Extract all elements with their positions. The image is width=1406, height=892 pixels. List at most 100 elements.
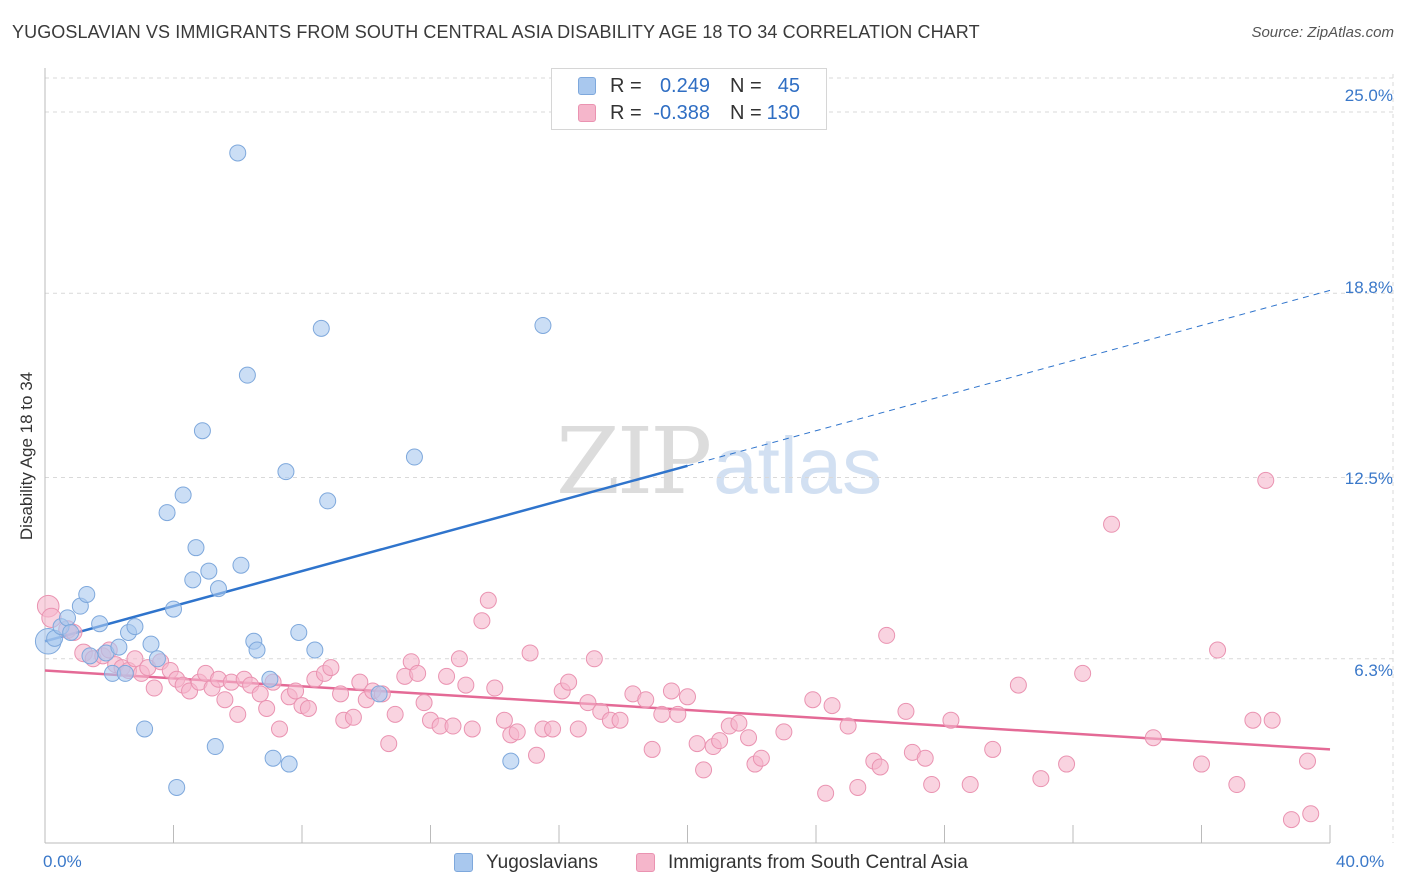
immigrant-trend-line [44, 669, 1331, 751]
legend-swatch-pink [636, 853, 655, 872]
immigrant-point [299, 699, 317, 717]
yugoslavian-point [110, 638, 128, 656]
yugoslavian-point [126, 618, 144, 636]
immigrant-point [444, 717, 462, 735]
immigrant-point [332, 685, 350, 703]
axes [44, 68, 1331, 844]
y-tick-label-25: 25.0% [1344, 86, 1393, 105]
immigrant-point [463, 720, 481, 738]
yugoslavian-point [405, 448, 423, 466]
immigrant-point [322, 659, 340, 677]
yugoslavian-point [116, 664, 134, 682]
stats-row-yugoslavians: R = 0.249 N = 45 [552, 73, 828, 100]
immigrant-point [752, 749, 770, 767]
immigrant-point [528, 746, 546, 764]
immigrant-point [643, 740, 661, 758]
immigrant-point [351, 673, 369, 691]
immigrant-point [450, 650, 468, 668]
immigrant-point [287, 682, 305, 700]
yugoslavian-point [277, 463, 295, 481]
data-points [34, 144, 1320, 829]
legend-label: Yugoslavians [486, 852, 598, 873]
immigrant-point [1302, 805, 1320, 823]
yugoslavian-point [184, 571, 202, 589]
immigrant-point [457, 676, 475, 694]
immigrant-point [695, 761, 713, 779]
yugoslavian-point [165, 600, 182, 618]
immigrant-point [1244, 711, 1262, 729]
immigrant-point [409, 664, 427, 682]
n-label: N = [730, 102, 762, 124]
immigrant-point [984, 740, 1002, 758]
immigrant-point [871, 758, 889, 776]
yugoslavian-point [58, 609, 76, 627]
immigrant-point [544, 720, 562, 738]
immigrant-point [1058, 755, 1076, 773]
immigrant-point [579, 694, 597, 712]
immigrant-point [415, 694, 433, 712]
yugoslavian-point [264, 749, 282, 767]
y-tick-label-12-5: 12.5% [1344, 469, 1393, 488]
yugoslavian-point [248, 641, 266, 659]
y-axis-label: Disability Age 18 to 34 [17, 371, 36, 541]
immigrant-point [653, 705, 671, 723]
immigrant-point [839, 717, 857, 735]
legend-swatch-blue [454, 853, 473, 872]
immigrant-point [1263, 711, 1281, 729]
r-value: -0.388 [653, 102, 710, 124]
immigrant-point [611, 711, 629, 729]
immigrant-point [1103, 515, 1121, 533]
immigrant-point [1193, 755, 1210, 773]
immigrant-point [145, 679, 163, 697]
stats-row-immigrants: R = -0.388 N = 130 [552, 100, 828, 127]
immigrant-point [486, 679, 504, 697]
immigrant-point [344, 708, 362, 726]
immigrant-point [730, 714, 748, 732]
immigrant-point [711, 732, 729, 750]
yugoslavian-point [312, 319, 330, 337]
yugoslavian-point [136, 720, 154, 738]
immigrant-point [386, 705, 404, 723]
immigrant-point [817, 784, 835, 802]
n-value: 130 [766, 102, 800, 124]
immigrant-point [637, 691, 655, 709]
yugoslavian-point [280, 755, 298, 773]
legend-label: Immigrants from South Central Asia [668, 852, 968, 873]
yugoslavian-point [206, 738, 224, 756]
yugoslavian-point [158, 504, 176, 522]
immigrant-point [823, 697, 841, 715]
yugoslavian-point [81, 647, 99, 665]
immigrant-point [942, 711, 960, 729]
immigrant-point [897, 702, 915, 720]
immigrant-point [1299, 752, 1317, 770]
yugoslavian-point [306, 641, 324, 659]
immigrant-point [495, 711, 513, 729]
yugoslavian-point [168, 778, 186, 796]
immigrant-point [521, 644, 539, 662]
r-label: R = [610, 102, 642, 124]
yugoslavian-point [370, 685, 388, 703]
yugoslavian-point [319, 492, 337, 510]
immigrant-point [560, 673, 578, 691]
x-tick-label-40: 40.0% [1336, 852, 1385, 871]
grid-lines [45, 74, 1394, 843]
yugoslavian-point [193, 422, 211, 440]
yugoslavian-point [229, 144, 247, 162]
yugoslavian-point [534, 316, 552, 334]
yugoslavian-point [187, 539, 205, 557]
yugoslavian-point [174, 486, 192, 504]
immigrant-point [1144, 729, 1162, 747]
yugoslavian-point [290, 623, 308, 641]
yugoslavian-point [232, 556, 250, 574]
immigrant-point [1257, 471, 1275, 489]
immigrant-point [1009, 676, 1027, 694]
immigrant-point [569, 720, 587, 738]
immigrant-point [1282, 811, 1300, 829]
immigrant-point [258, 699, 276, 717]
yugoslavian-point [261, 670, 279, 688]
immigrant-point [688, 735, 706, 753]
immigrant-point [216, 691, 234, 709]
immigrant-point [878, 626, 896, 644]
immigrant-point [679, 688, 696, 706]
yugoslavian-trend-extension [687, 289, 1331, 467]
